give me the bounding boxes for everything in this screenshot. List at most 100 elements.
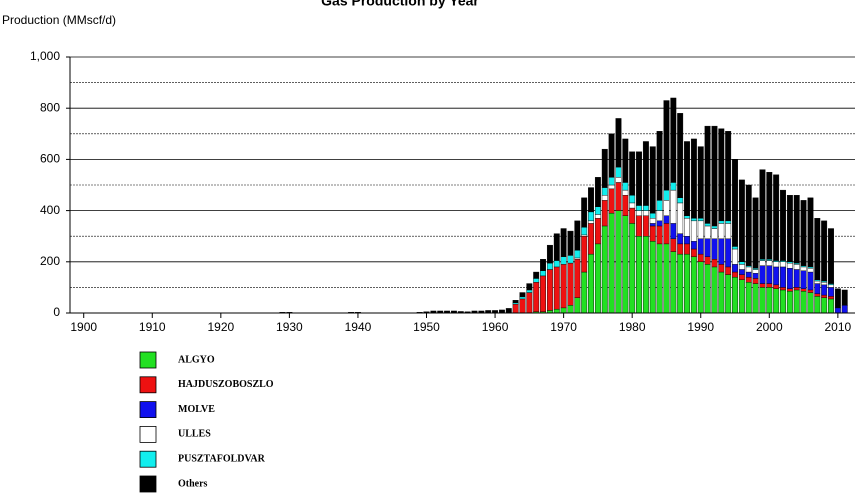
bar-segment xyxy=(821,284,828,296)
bar-segment xyxy=(594,214,601,219)
bar-segment xyxy=(752,197,759,269)
bar-segment xyxy=(745,276,752,283)
bar-segment xyxy=(677,197,684,204)
bar-segment xyxy=(711,238,718,260)
bar-segment xyxy=(711,259,718,268)
bar-segment xyxy=(594,218,601,245)
bar-segment xyxy=(594,206,601,215)
bar-segment xyxy=(608,177,615,186)
bar-segment xyxy=(622,182,629,191)
bar-segment xyxy=(773,266,780,286)
bar-segment xyxy=(821,220,828,282)
bar-segment xyxy=(841,289,848,306)
legend-swatch xyxy=(139,450,157,468)
bar-segment xyxy=(725,238,732,268)
bar-segment xyxy=(642,210,649,216)
bar-segment xyxy=(828,228,834,284)
bar-segment xyxy=(670,251,677,314)
bar-segment xyxy=(780,287,786,291)
bar-segment xyxy=(656,200,663,211)
bar-segment xyxy=(540,270,546,277)
bar-segment xyxy=(752,273,759,279)
bar-segment xyxy=(841,305,848,314)
bar-segment xyxy=(519,298,526,314)
bar-segment xyxy=(780,289,786,314)
bar-segment xyxy=(636,215,642,237)
bar-segment xyxy=(773,261,780,268)
bar-segment xyxy=(649,146,656,214)
bar-segment xyxy=(752,278,759,284)
bar-segment xyxy=(684,218,690,237)
bar-segment xyxy=(581,271,588,314)
bar-segment xyxy=(526,289,533,293)
bar-segment xyxy=(546,269,553,311)
x-tick-label: 1950 xyxy=(413,320,440,334)
bar-segment xyxy=(807,292,814,314)
bar-segment xyxy=(718,238,725,265)
bar-segment xyxy=(636,151,642,206)
bar-segment xyxy=(725,223,732,239)
bar-segment xyxy=(745,271,752,278)
bar-segment xyxy=(793,269,800,288)
bar-segment xyxy=(629,202,636,209)
bar-segment xyxy=(601,225,608,314)
bar-segment xyxy=(766,171,773,260)
y-tick-label: 1,000 xyxy=(30,49,60,63)
bar-segment xyxy=(807,268,814,273)
bar-segment xyxy=(828,296,834,300)
bar-segment xyxy=(629,195,636,204)
bar-segment xyxy=(690,220,697,242)
bar-segment xyxy=(663,100,670,191)
bar-segment xyxy=(656,220,663,227)
bar-segment xyxy=(725,274,732,314)
bar-segment xyxy=(690,248,697,257)
bar-segment xyxy=(649,212,656,219)
bar-segment xyxy=(615,166,622,178)
legend-label: ULLES xyxy=(178,429,211,440)
bar-segment xyxy=(732,248,738,265)
bar-segment xyxy=(793,195,800,264)
bar-segment xyxy=(663,215,670,224)
bar-segment xyxy=(622,189,629,196)
bar-segment xyxy=(807,289,814,293)
bar-segment xyxy=(512,300,519,303)
x-tick-label: 1920 xyxy=(207,320,234,334)
bar-segment xyxy=(677,253,684,314)
bar-segment xyxy=(649,225,656,242)
bar-segment xyxy=(656,225,663,245)
bar-segment xyxy=(684,215,690,219)
legend-label: Others xyxy=(178,478,208,489)
bar-segment xyxy=(649,218,656,224)
bar-segment xyxy=(786,288,793,292)
bar-segment xyxy=(560,228,567,257)
bar-segment xyxy=(773,174,780,261)
bar-segment xyxy=(608,184,615,190)
bar-segment xyxy=(704,125,711,224)
y-axis-title: Production (MMscf/d) xyxy=(2,13,116,27)
bar-segment xyxy=(608,212,615,314)
bar-segment xyxy=(759,265,766,284)
bar-segment xyxy=(553,308,560,314)
bar-segment xyxy=(601,148,608,188)
bar-segment xyxy=(540,275,546,312)
bar-segment xyxy=(636,205,642,211)
bar-segment xyxy=(834,288,841,309)
bar-segment xyxy=(793,264,800,270)
x-tick-label: 1900 xyxy=(70,320,97,334)
bar-segment xyxy=(684,243,690,255)
bar-segment xyxy=(800,288,807,292)
bar-segment xyxy=(745,184,752,266)
bar-segment xyxy=(588,211,594,222)
bar-segment xyxy=(622,195,629,216)
bar-segment xyxy=(814,296,821,314)
bar-segment xyxy=(656,243,663,314)
bar-segment xyxy=(615,182,622,211)
bar-segment xyxy=(642,215,649,237)
bar-segment xyxy=(732,264,738,273)
bar-segment xyxy=(553,266,560,310)
bar-segment xyxy=(567,255,574,264)
bar-segment xyxy=(663,223,670,245)
bar-segment xyxy=(670,97,677,183)
bar-segment xyxy=(738,264,745,270)
bar-segment xyxy=(684,235,690,245)
